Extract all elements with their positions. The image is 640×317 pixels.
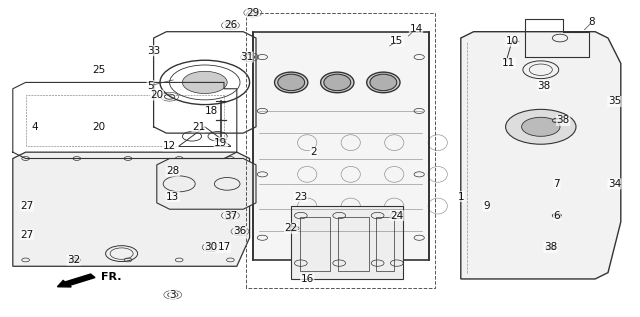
Text: 5: 5 — [147, 81, 154, 91]
Ellipse shape — [278, 74, 305, 91]
Text: 35: 35 — [608, 96, 621, 107]
Ellipse shape — [321, 72, 354, 93]
Text: 38: 38 — [538, 81, 550, 91]
Polygon shape — [461, 32, 621, 279]
Text: 6: 6 — [554, 210, 560, 221]
Text: 7: 7 — [554, 179, 560, 189]
Text: 38: 38 — [544, 242, 557, 252]
Text: 9: 9 — [483, 201, 490, 211]
Text: 20: 20 — [93, 122, 106, 132]
Polygon shape — [291, 206, 403, 279]
Text: 33: 33 — [147, 46, 160, 56]
Bar — [300, 217, 330, 271]
Circle shape — [522, 117, 560, 136]
Bar — [253, 32, 429, 260]
Text: 17: 17 — [218, 242, 230, 252]
Text: 14: 14 — [410, 23, 422, 34]
Text: FR.: FR. — [101, 272, 122, 282]
Text: 23: 23 — [294, 191, 307, 202]
Text: 38: 38 — [557, 115, 570, 126]
Text: 1: 1 — [458, 191, 464, 202]
Text: 28: 28 — [166, 166, 179, 176]
Text: 16: 16 — [301, 274, 314, 284]
Text: 18: 18 — [205, 106, 218, 116]
Ellipse shape — [370, 74, 397, 91]
Text: 30: 30 — [205, 242, 218, 252]
Circle shape — [182, 71, 227, 94]
Text: 12: 12 — [163, 141, 176, 151]
Circle shape — [290, 226, 299, 230]
Circle shape — [546, 245, 555, 249]
Text: 11: 11 — [502, 58, 515, 68]
Text: 13: 13 — [166, 191, 179, 202]
Text: 27: 27 — [20, 201, 33, 211]
Text: 20: 20 — [150, 90, 163, 100]
Text: 26: 26 — [224, 20, 237, 30]
Text: 15: 15 — [390, 36, 403, 46]
Bar — [338, 217, 369, 271]
Circle shape — [552, 213, 561, 218]
Circle shape — [506, 109, 576, 144]
Text: 32: 32 — [67, 255, 80, 265]
Circle shape — [552, 118, 561, 123]
Text: 24: 24 — [390, 210, 403, 221]
Ellipse shape — [275, 72, 308, 93]
Text: 27: 27 — [20, 230, 33, 240]
Polygon shape — [13, 152, 250, 266]
Text: 4: 4 — [32, 122, 38, 132]
Text: 10: 10 — [506, 36, 518, 46]
Text: 8: 8 — [589, 17, 595, 27]
Text: 22: 22 — [285, 223, 298, 233]
Ellipse shape — [324, 74, 351, 91]
Text: 36: 36 — [234, 226, 246, 236]
Bar — [376, 217, 394, 271]
Text: 25: 25 — [93, 65, 106, 75]
Ellipse shape — [367, 72, 400, 93]
Text: 34: 34 — [608, 179, 621, 189]
Circle shape — [69, 258, 78, 262]
Text: 3: 3 — [170, 290, 176, 300]
Text: 19: 19 — [214, 138, 227, 148]
Text: 2: 2 — [310, 147, 317, 157]
Text: 31: 31 — [240, 52, 253, 62]
Text: 29: 29 — [246, 8, 259, 18]
FancyArrow shape — [58, 274, 95, 287]
Polygon shape — [157, 158, 256, 209]
Text: 21: 21 — [192, 122, 205, 132]
Text: 37: 37 — [224, 210, 237, 221]
